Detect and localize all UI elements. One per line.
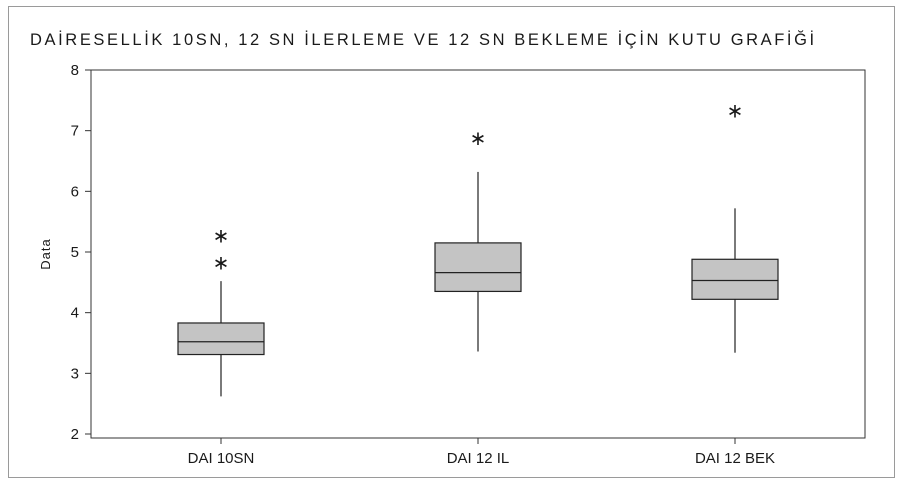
y-tick-label: 7: [71, 123, 79, 140]
x-tick-label: DAI 12 BEK: [695, 450, 775, 467]
outlier-marker: ∗: [470, 126, 487, 150]
x-axis: DAI 10SN DAI 12 IL DAI 12 BEK: [188, 438, 775, 467]
chart-title: DAİRESELLİK 10SN, 12 SN İLERLEME VE 12 S…: [30, 31, 817, 49]
y-tick-label: 8: [71, 62, 79, 79]
box-iqr: [177, 322, 265, 356]
box-group: ∗: [434, 126, 522, 352]
box-iqr: [434, 242, 522, 293]
outlier-marker: ∗: [727, 99, 744, 123]
y-tick-label: 4: [71, 305, 79, 322]
chart-frame: [8, 6, 895, 478]
outlier-marker: ∗: [213, 250, 230, 274]
box-iqr: [691, 258, 779, 300]
y-axis-label: Data: [38, 238, 53, 269]
y-axis: 2 3 4 5 6 7 8: [71, 62, 91, 443]
y-tick-label: 6: [71, 183, 79, 200]
box-group: ∗: [691, 99, 779, 353]
y-tick-label: 5: [71, 244, 79, 261]
outlier-marker: ∗: [213, 224, 230, 248]
x-tick-label: DAI 12 IL: [447, 450, 510, 467]
box-group: ∗∗: [177, 224, 265, 397]
boxes: ∗∗∗∗: [177, 99, 779, 397]
y-tick-label: 2: [71, 426, 79, 443]
y-tick-label: 3: [71, 365, 79, 382]
x-tick-label: DAI 10SN: [188, 450, 255, 467]
